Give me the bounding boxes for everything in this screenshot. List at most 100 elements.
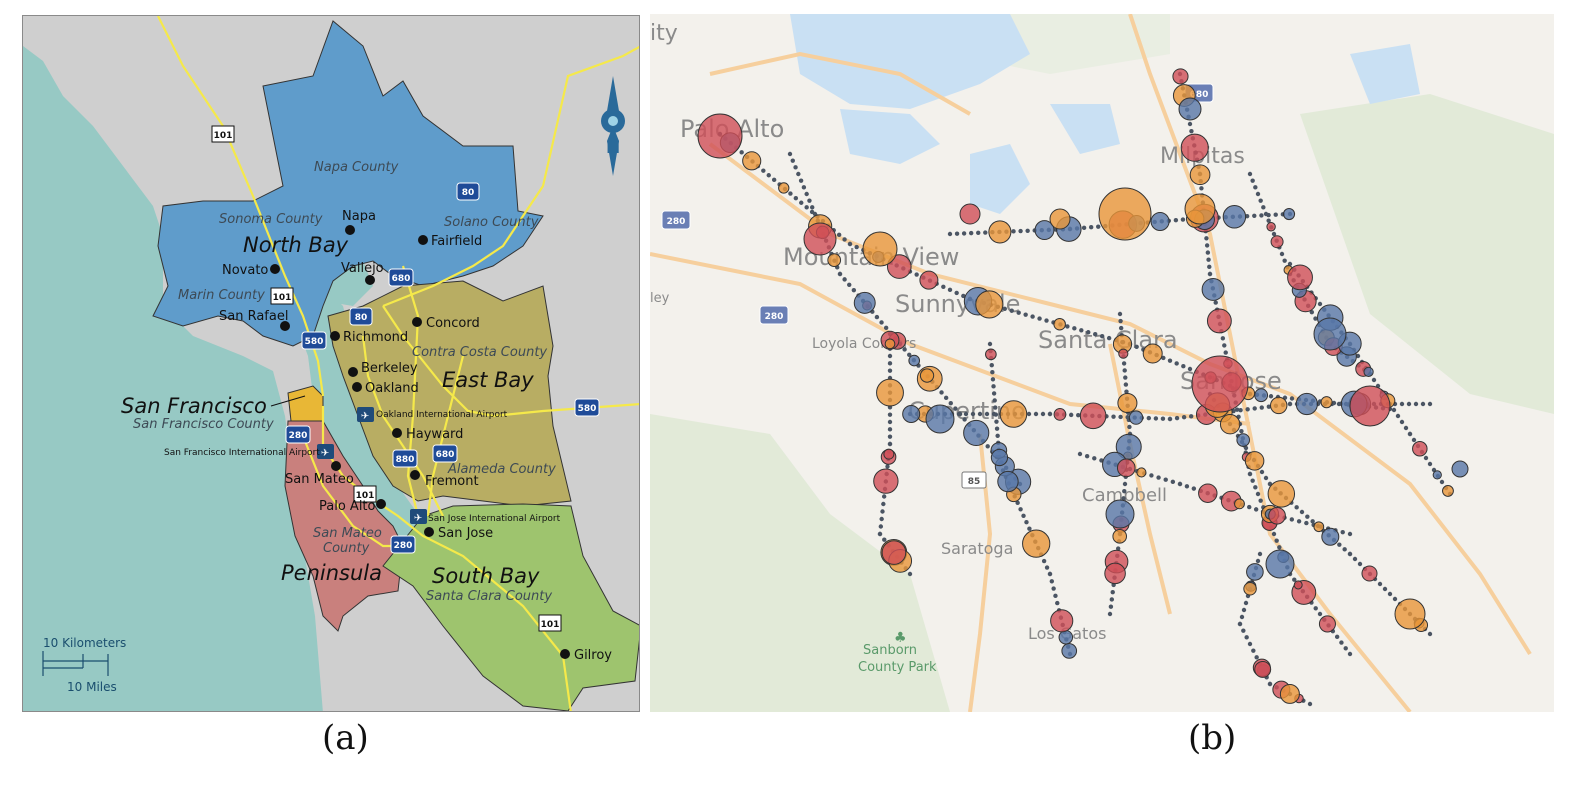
stop-dot (1118, 325, 1124, 331)
stop-dot (1392, 596, 1398, 602)
stop-dot (1258, 198, 1263, 203)
stop-dot (1077, 451, 1083, 457)
stop-dot (881, 494, 887, 499)
region-peninsula (284, 420, 404, 632)
stop-dot (1053, 593, 1058, 599)
stop-dot (1081, 225, 1087, 231)
county-san-francisco: San Francisco County (133, 417, 274, 432)
stop-dot (1347, 531, 1353, 537)
stop-dot (885, 464, 890, 469)
stop-dot (1188, 414, 1194, 419)
shield-280-b: 280 (394, 541, 413, 551)
stop-dot (1247, 171, 1253, 177)
stop-dot (1439, 479, 1445, 485)
stop-dot (887, 353, 893, 359)
city-vallejo: Vallejo (341, 261, 384, 276)
stop-dot (989, 362, 994, 368)
station-bubble (1136, 467, 1147, 478)
stop-dot (1313, 606, 1318, 611)
airplane-icon: ✈ (414, 513, 422, 524)
stop-dot (962, 417, 967, 422)
airplane-icon: ✈ (361, 411, 369, 422)
station-bubble (697, 113, 743, 159)
station-bubble (1270, 396, 1288, 415)
stop-dot (961, 231, 967, 236)
interstate-280-shield-icon (285, 425, 311, 444)
stop-dot (1253, 507, 1259, 512)
stop-dot (968, 230, 974, 236)
stop-dot (788, 191, 793, 196)
stop-dot (1049, 579, 1055, 584)
stop-dot (1305, 514, 1310, 519)
airplane-icon: ✈ (321, 448, 329, 459)
city-oakland: Oakland (365, 381, 419, 396)
stop-dot (887, 441, 893, 447)
station-bubble (1222, 205, 1247, 229)
bay-area-regions-map: N 10 Kilometers 10 Miles 101 101 101 101… (22, 15, 640, 712)
station-bubble (1266, 222, 1276, 232)
stop-dot (1427, 631, 1433, 637)
station-bubble (1254, 388, 1269, 403)
stop-dot (1213, 300, 1218, 305)
station-bubble (1234, 498, 1245, 510)
stop-dot (1173, 217, 1179, 223)
stop-dot (804, 205, 809, 210)
county-sonoma: Sonoma County (219, 212, 323, 227)
stop-dot (796, 171, 801, 177)
stop-dot (1309, 309, 1315, 315)
stop-dot (1243, 600, 1249, 606)
stop-dot (1076, 412, 1081, 418)
stop-dot (790, 158, 795, 163)
shield-580-b: 580 (578, 404, 597, 414)
stop-dot (879, 516, 884, 522)
station-bubble (1243, 582, 1257, 596)
stop-dot (1065, 324, 1070, 329)
station-bubble (1321, 527, 1340, 546)
shield-580-a: 580 (305, 337, 324, 347)
stop-dot (1334, 634, 1340, 640)
station-bubble (1244, 451, 1265, 471)
us-101-shield-icon (353, 485, 377, 503)
station-bubble (742, 151, 762, 171)
station-bubble (853, 291, 876, 314)
stop-dot (1267, 681, 1273, 687)
stop-dot (1047, 411, 1053, 417)
stop-dot (991, 384, 996, 389)
station-bubble (1313, 521, 1325, 533)
county-solano: Solano County (444, 215, 539, 230)
stop-dot (907, 352, 912, 357)
stop-dot (1313, 316, 1318, 321)
stop-dot (879, 320, 884, 325)
stop-dot (1307, 701, 1313, 707)
city-hayward: Hayward (406, 427, 463, 442)
stop-dot (887, 361, 893, 366)
terrain (650, 14, 1554, 712)
airport-icon (357, 407, 374, 422)
station-bubble (876, 378, 904, 407)
stop-dot (1170, 479, 1176, 485)
bubble-map-san-jose: 680 280 280 85 ity Palo Alto Milpitas Mo… (650, 14, 1554, 712)
shield-280-a: 280 (289, 431, 308, 441)
stop-dot (1423, 455, 1429, 461)
stop-dot (887, 434, 893, 439)
stop-dot (1122, 488, 1127, 494)
stop-dot (1110, 589, 1115, 595)
stop-dot (1099, 333, 1105, 339)
stop-dot (954, 290, 959, 296)
station-bubble (1142, 343, 1163, 364)
stop-dot (1271, 531, 1277, 537)
stop-dot (1180, 217, 1186, 222)
stop-dot (1177, 481, 1183, 487)
station-bubble (999, 400, 1028, 428)
stop-dot (1317, 611, 1323, 617)
stop-dot (1011, 229, 1016, 234)
stop-dot (994, 419, 999, 424)
stop-dot (1279, 251, 1285, 257)
interstate-580-shield-icon (574, 398, 600, 417)
shield-101-b: 101 (273, 293, 292, 303)
stop-dot (1191, 486, 1197, 491)
city-san-mateo: San Mateo (285, 472, 354, 487)
stop-dot (1009, 308, 1014, 313)
county-contra-costa: Contra Costa County (412, 345, 547, 360)
stop-dot (1149, 473, 1154, 478)
